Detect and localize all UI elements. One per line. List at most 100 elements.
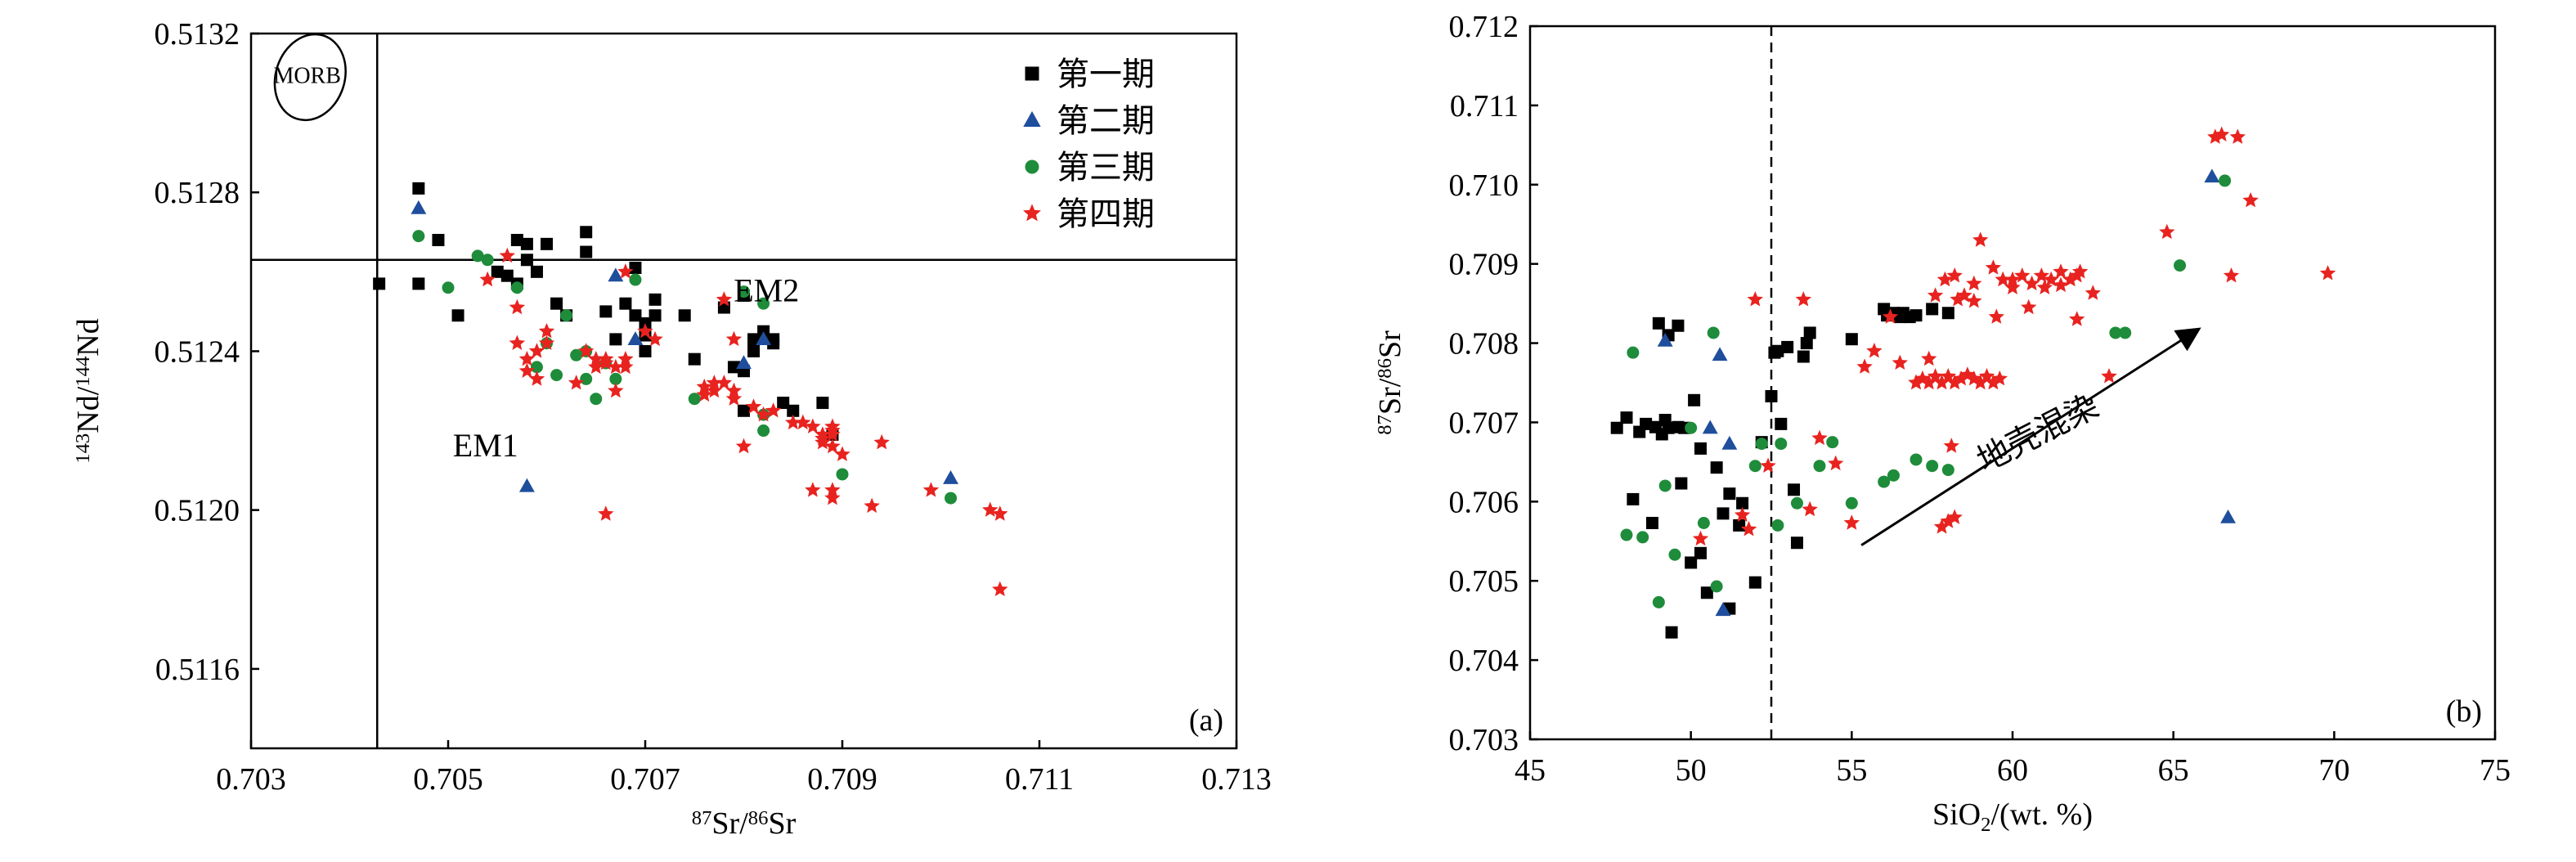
data-point (1988, 308, 2004, 324)
data-point (520, 254, 533, 267)
data-point (1636, 531, 1649, 544)
data-point (727, 361, 740, 374)
data-point (2101, 368, 2117, 384)
data-point (1972, 374, 1989, 390)
data-point (1797, 350, 1810, 363)
data-point (608, 382, 624, 398)
x-axis-label: 87Sr/86Sr (692, 806, 797, 841)
data-point (696, 386, 712, 402)
data-point (619, 297, 632, 310)
data-point (1802, 501, 1818, 517)
data-point (1736, 496, 1749, 510)
data-point (1788, 483, 1801, 496)
data-point (706, 382, 723, 398)
data-point (598, 505, 614, 521)
data-point (481, 254, 494, 267)
data-point (528, 370, 545, 386)
data-point (2036, 279, 2053, 294)
x-axis-label: SiO2/(wt. %) (1932, 797, 2093, 836)
chart-panel-a: 0.703 0.705 0.707 0.709 0.711 0.713 0.5116 0.51… (71, 17, 1272, 841)
data-point (442, 281, 455, 294)
data-point (824, 438, 841, 454)
y-tick-label: 0.709 (1449, 248, 1519, 282)
data-point (432, 233, 445, 246)
data-point (1694, 442, 1707, 455)
data-point (1813, 460, 1826, 473)
data-point (1734, 506, 1751, 523)
data-point (1910, 453, 1923, 466)
data-point (1740, 521, 1757, 537)
annotation-label: EM1 (453, 427, 518, 464)
y-tick-label: 0.703 (1449, 723, 1519, 757)
data-point (1710, 580, 1723, 593)
annotation-label: 地壳混染 (1971, 387, 2104, 479)
data-point (2053, 276, 2069, 293)
data-point (648, 293, 662, 306)
data-point (1966, 275, 1982, 291)
data-point (945, 492, 958, 505)
x-tick-label: 55 (1836, 753, 1867, 788)
data-point (1721, 435, 1738, 450)
data-point (765, 402, 782, 418)
data-point (755, 406, 772, 422)
data-point (738, 404, 750, 417)
data-point (471, 249, 484, 263)
data-point (588, 351, 604, 366)
data-point (1760, 457, 1776, 473)
data-point (2071, 263, 2089, 279)
data-point (2229, 128, 2246, 144)
data-point (412, 230, 425, 243)
data-point (2053, 263, 2069, 279)
y-tick-label: 0.712 (1449, 10, 1519, 44)
series-第二期 (1657, 168, 2236, 617)
data-point (706, 375, 723, 390)
legend-marker (1023, 110, 1041, 128)
data-point (1972, 231, 1989, 247)
data-point (580, 226, 593, 239)
data-point (725, 382, 743, 398)
data-point (785, 414, 801, 430)
data-point (805, 482, 821, 497)
x-tick-label: 0.713 (1201, 762, 1272, 797)
data-point (1652, 595, 1665, 608)
series-第二期 (411, 200, 958, 492)
data-point (1645, 516, 1658, 529)
y-tick-label: 0.711 (1450, 89, 1519, 123)
data-point (1991, 370, 2008, 386)
data-point (1826, 436, 1839, 449)
data-point (725, 330, 743, 347)
x-tick-label: 45 (1515, 753, 1546, 788)
data-point (1748, 460, 1761, 473)
data-point (412, 277, 425, 290)
data-point (1620, 528, 1633, 541)
data-point (2242, 192, 2259, 208)
data-point (1933, 519, 1950, 534)
data-point (2004, 279, 2021, 294)
data-point (560, 309, 573, 322)
data-point (2023, 275, 2040, 291)
data-point (1702, 420, 1718, 434)
data-point (578, 343, 595, 358)
data-point (1640, 417, 1653, 430)
data-point (1882, 308, 1899, 324)
data-point (1921, 374, 1937, 390)
x-tick-label: 0.711 (1005, 762, 1074, 797)
data-point (1828, 455, 1844, 471)
data-point (1966, 293, 1982, 308)
series-第四期 (479, 247, 1008, 596)
data-point (1668, 548, 1681, 561)
data-point (1710, 461, 1723, 474)
data-point (639, 344, 652, 357)
y-tick-label: 0.706 (1449, 485, 1519, 519)
y-tick-label: 0.705 (1449, 564, 1519, 599)
data-point (530, 265, 543, 278)
data-point (509, 299, 526, 315)
data-point (617, 358, 634, 375)
legend-label: 第四期 (1057, 195, 1155, 232)
data-point (2085, 285, 2101, 300)
data-point (2219, 174, 2232, 187)
data-point (836, 468, 849, 481)
data-point (1795, 291, 1811, 307)
x-tick-label: 70 (2318, 753, 2349, 788)
